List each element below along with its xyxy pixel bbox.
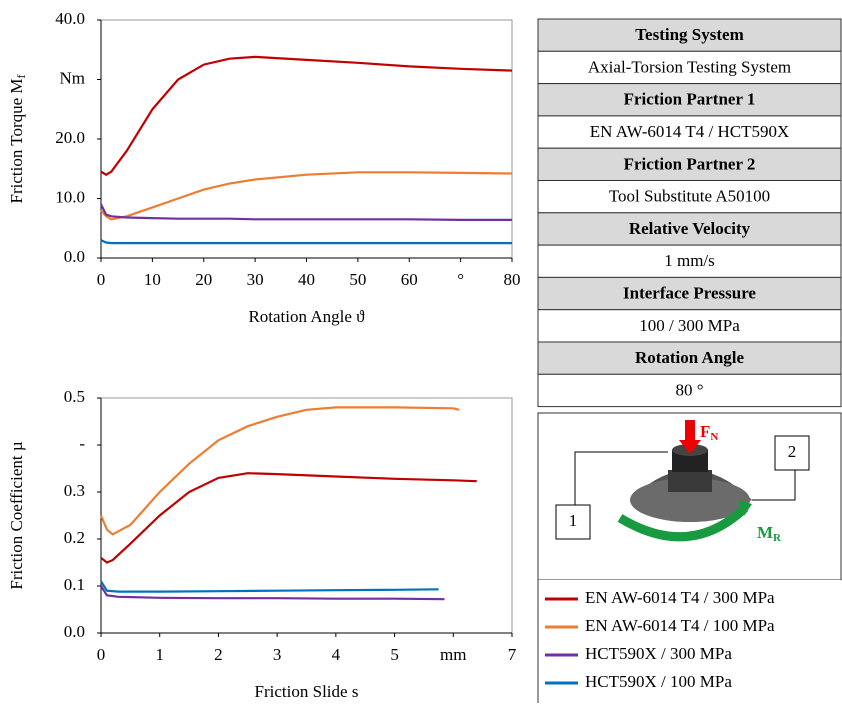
x-tick-label: 20 [195,270,212,289]
y-axis-label: Friction Coefficient µ [7,441,26,589]
moment-label-sub: R [773,532,782,544]
data-line [100,472,477,564]
moment-label: MR [757,523,782,544]
table-header: Rotation Angle [635,348,745,367]
moment-arrow [617,504,749,542]
marker-label: 1 [569,511,578,530]
marker-box [555,504,591,540]
y-tick-label: 0.0 [64,622,85,641]
x-tick-label: 10 [144,270,161,289]
legend-frame [538,580,841,702]
table-value: Axial-Torsion Testing System [588,57,791,76]
table-cell [537,309,842,343]
y-tick-label: 40.0 [55,9,85,28]
table-header: Friction Partner 1 [624,90,756,109]
legend-label: EN AW-6014 T4 / 300 MPa [585,588,775,607]
moment-arrowhead [738,500,752,516]
x-tick-label: 0 [97,270,106,289]
x-tick-label: 5 [390,645,399,664]
table-header-cell [537,83,842,117]
y-tick-label: 20.0 [55,128,85,147]
x-axis-label: Rotation Angle ϑ [248,307,365,326]
y-tick-label: 0.1 [64,575,85,594]
x-tick-label: 7 [508,645,517,664]
force-label: FN [700,422,718,443]
marker-label: 2 [788,442,797,461]
table-value: 1 mm/s [664,251,715,270]
tool-head [672,450,708,472]
table-header: Friction Partner 2 [624,154,756,173]
y-tick-label: - [79,434,85,453]
x-tick-label: ° [457,270,464,289]
y-tick-label: 0.0 [64,247,85,266]
table-header-cell [537,212,842,246]
tool-base [630,478,750,522]
x-tick-label: 2 [214,645,223,664]
legend-label: HCT590X / 100 MPa [585,672,732,691]
table-cell [537,115,842,149]
force-label-main: F [700,422,710,441]
leader-2 [752,470,796,501]
x-tick-label: 60 [401,270,418,289]
table-value: 80 ° [675,380,703,399]
table-value: EN AW-6014 T4 / HCT590X [590,122,789,141]
table-header-cell [537,341,842,375]
x-tick-label: 50 [349,270,366,289]
y-tick-label: 0.3 [64,481,85,500]
y-tick-label: 0.5 [64,387,85,406]
diagram: 1 2 FN MR [537,412,842,581]
table-cell [537,180,842,214]
table-cell [537,50,842,85]
x-tick-label: 4 [332,645,341,664]
x-tick-label: mm [440,645,466,664]
table-header-cell [537,276,842,311]
x-tick-label: 80 [504,270,521,289]
data-line [100,171,513,221]
data-line [99,406,460,536]
plot-frame [100,19,513,259]
legend-label: EN AW-6014 T4 / 100 MPa [585,616,775,635]
x-tick-label: 30 [247,270,264,289]
y-axis-label: Friction Torque Mf [7,74,28,203]
y-axis-label-main: Friction Coefficient µ [7,441,26,589]
table-header: Testing System [635,25,743,44]
y-axis-label-main: Friction Torque M [7,78,26,203]
data-line [100,203,512,221]
y-tick-label: 0.2 [64,528,85,547]
tool-shaft [668,470,712,492]
y-tick-label: Nm [60,68,86,87]
force-label-sub: N [710,431,718,443]
y-axis-label-sub: f [14,74,28,78]
table-cell [537,244,842,278]
table-header-cell [537,147,842,181]
table-header: Interface Pressure [623,283,756,302]
legend-label: HCT590X / 300 MPa [585,644,732,663]
x-tick-label: 1 [155,645,164,664]
data-line [100,239,512,245]
moment-label-main: M [757,523,773,542]
leader-1 [574,451,668,510]
table-header-cell [537,18,842,52]
force-arrow [679,420,701,454]
x-tick-label: 0 [97,645,106,664]
table-value: 100 / 300 MPa [639,316,740,335]
x-tick-label: 3 [273,645,282,664]
y-tick-label: 10.0 [55,187,85,206]
data-line [100,585,445,601]
x-axis-label: Friction Slide s [255,682,359,701]
table-cell [537,373,842,408]
marker-box [774,435,810,471]
data-line [100,55,513,176]
table-value: Tool Substitute A50100 [609,187,770,206]
data-line [100,580,439,593]
table-header: Relative Velocity [629,219,751,238]
x-tick-label: 40 [298,270,315,289]
